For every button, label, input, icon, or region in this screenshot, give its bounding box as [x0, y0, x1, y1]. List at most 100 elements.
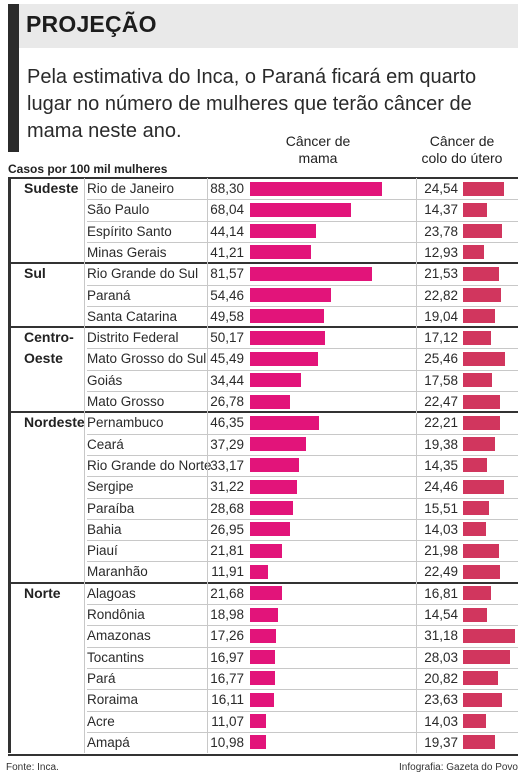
breast-bar: [250, 522, 291, 537]
breast-bar: [250, 543, 283, 558]
breast-bar: [250, 181, 382, 196]
cervix-bar: [463, 479, 504, 494]
breast-value: 11,07: [211, 713, 244, 729]
cervix-value: 22,49: [424, 564, 458, 580]
cervix-value: 23,78: [424, 223, 458, 239]
column-header-cervix-line-1: Câncer de: [429, 133, 495, 149]
subtitle: Pela estimativa do Inca, o Paraná ficará…: [27, 66, 477, 142]
cervix-bar: [463, 671, 498, 686]
row-divider: [87, 689, 518, 691]
region-divider: [8, 581, 518, 584]
breast-value: 10,98: [210, 734, 244, 750]
breast-bar: [250, 351, 318, 366]
cervix-value: 19,38: [424, 436, 458, 452]
row-divider: [87, 348, 518, 350]
row-divider: [87, 284, 518, 286]
breast-value: 16,97: [210, 649, 244, 665]
cervix-value: 23,63: [424, 692, 458, 708]
column-divider-cervix: [416, 178, 417, 754]
cervix-value: 14,37: [424, 202, 458, 218]
column-header-cervix: Câncer de colo do útero: [412, 133, 512, 167]
state-name: Santa Catarina: [87, 308, 178, 324]
breast-value: 16,77: [210, 670, 244, 686]
region-divider: [8, 262, 518, 265]
row-divider: [87, 199, 518, 201]
column-header-breast-line-2: mama: [298, 150, 338, 166]
breast-bar: [250, 224, 316, 239]
cervix-value: 28,03: [424, 649, 458, 665]
region-label: Centro-: [24, 329, 74, 346]
cervix-bar: [463, 394, 501, 409]
cervix-value: 25,46: [424, 351, 458, 367]
state-name: Mato Grosso: [87, 394, 165, 409]
credit-note: Infografia: Gazeta do Povo: [399, 762, 518, 773]
row-divider: [87, 710, 518, 712]
breast-value: 31,22: [210, 479, 244, 495]
column-header-breast: Câncer de mama: [268, 133, 368, 167]
table-bottom-rule: [8, 754, 518, 757]
cervix-bar: [463, 564, 501, 579]
breast-bar: [250, 671, 275, 686]
breast-bar: [250, 437, 306, 452]
state-name: Bahia: [87, 521, 122, 537]
state-name: Acre: [87, 713, 115, 729]
cervix-bar: [463, 266, 499, 281]
cervix-bar: [463, 181, 504, 196]
cervix-value: 21,53: [424, 266, 458, 282]
breast-bar: [250, 714, 267, 728]
cervix-bar: [463, 224, 503, 239]
state-name: Rio de Janeiro: [87, 181, 175, 196]
breast-bar: [250, 309, 324, 324]
cervix-value: 12,93: [424, 244, 458, 260]
units-label: Casos por 100 mil mulheres: [8, 162, 168, 176]
breast-bar: [250, 628, 276, 643]
region-label: Oeste: [24, 350, 63, 367]
breast-value: 28,68: [210, 500, 244, 516]
breast-bar: [250, 373, 302, 388]
breast-bar: [250, 607, 279, 622]
cervix-value: 16,81: [424, 585, 458, 601]
breast-value: 68,04: [210, 202, 244, 218]
state-name: São Paulo: [87, 202, 150, 218]
cervix-bar: [463, 351, 506, 366]
title-bar: [8, 4, 518, 48]
row-divider: [87, 646, 518, 648]
breast-bar: [250, 564, 268, 579]
region-label: Norte: [24, 584, 61, 601]
state-name: Rondônia: [87, 607, 145, 622]
state-name: Mato Grosso do Sul: [87, 351, 207, 367]
cervix-value: 22,82: [424, 287, 458, 303]
region-divider: [8, 177, 518, 179]
column-divider-state: [84, 178, 85, 754]
row-divider: [87, 518, 518, 520]
row-divider: [87, 454, 518, 456]
breast-bar: [250, 394, 290, 409]
row-divider: [87, 625, 518, 627]
state-name: Minas Gerais: [87, 244, 167, 260]
breast-bar: [250, 288, 332, 302]
breast-value: 54,46: [210, 287, 244, 303]
left-stripe: [8, 178, 11, 754]
cervix-value: 17,58: [424, 372, 458, 388]
state-name: Maranhão: [87, 564, 148, 580]
row-divider: [87, 604, 518, 605]
cervix-bar: [463, 458, 487, 473]
page-title: PROJEÇÃO: [26, 11, 157, 37]
breast-value: 46,35: [210, 415, 244, 431]
breast-value: 88,30: [210, 181, 244, 196]
state-name: Espírito Santo: [87, 223, 172, 239]
breast-value: 17,26: [210, 628, 244, 644]
column-header-breast-line-1: Câncer de: [285, 133, 351, 149]
breast-value: 11,91: [211, 564, 244, 580]
breast-bar: [250, 202, 352, 217]
cervix-value: 31,18: [424, 628, 458, 644]
row-divider: [87, 433, 518, 435]
breast-bar: [250, 692, 274, 707]
region-label: Sul: [24, 265, 46, 282]
cervix-value: 21,98: [424, 543, 458, 559]
cervix-value: 17,12: [424, 330, 458, 346]
row-divider: [87, 391, 518, 392]
source-note: Fonte: Inca.: [6, 762, 59, 773]
cervix-bar: [463, 245, 485, 260]
breast-value: 34,44: [210, 372, 244, 388]
